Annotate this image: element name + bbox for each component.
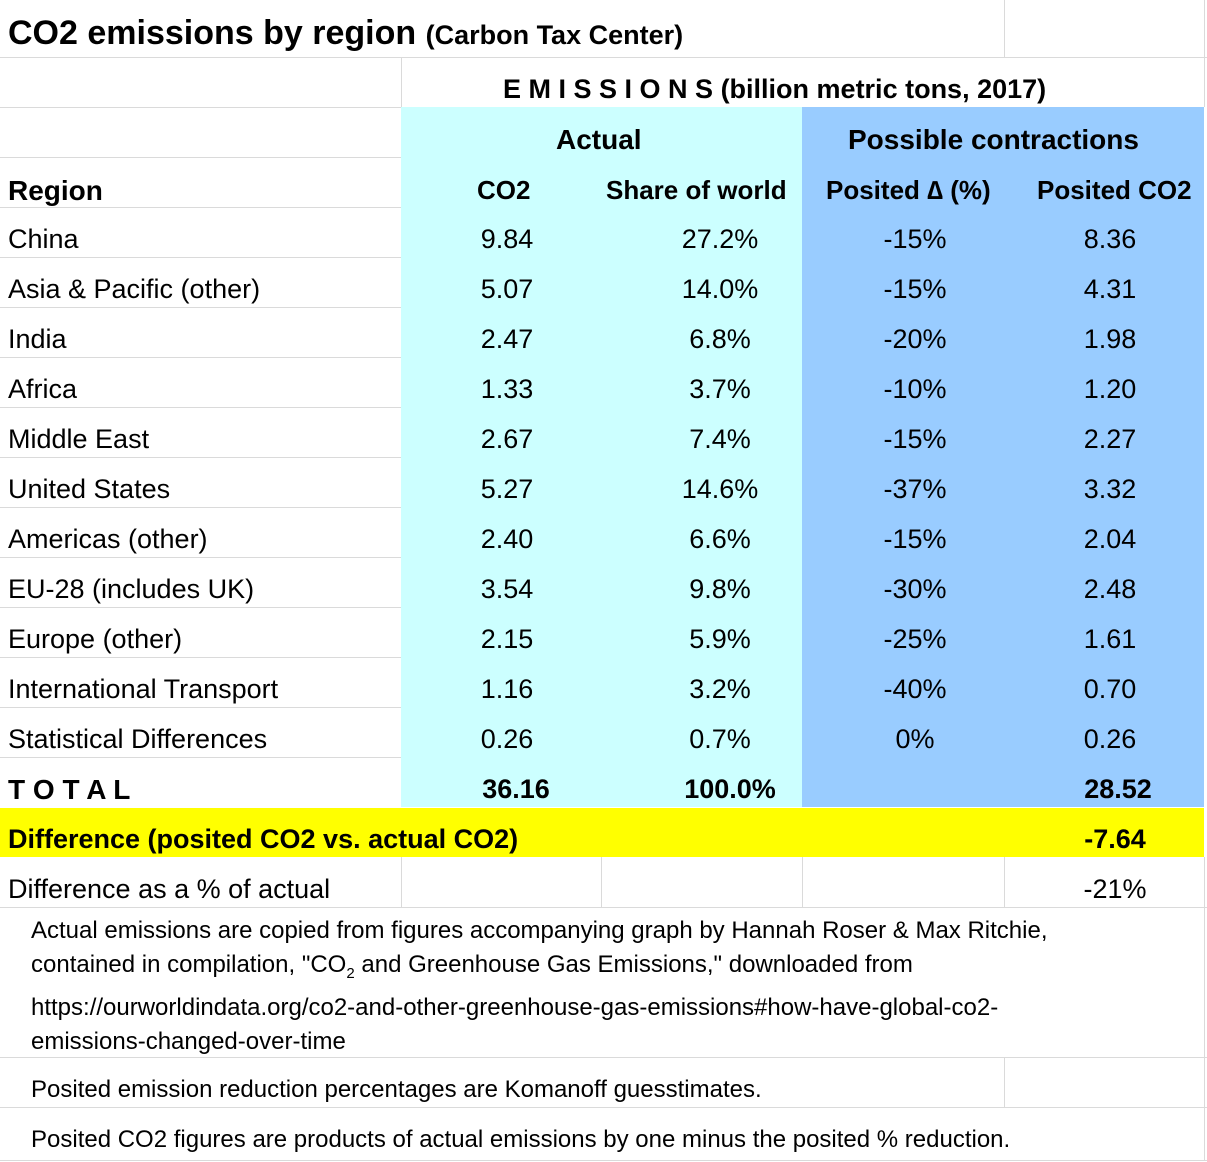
row-posited-co2: 8.36 [1083,224,1137,254]
row-posited-co2: 0.26 [1083,724,1137,754]
total-co2: 36.16 [482,774,550,804]
source-note-line-1: Actual emissions are copied from figures… [31,917,1048,944]
row-co2: 1.16 [480,674,534,704]
row-posited-delta: -10% [883,374,947,404]
row-share: 14.0% [681,274,759,304]
total-posited-co2: 28.52 [1084,774,1152,804]
row-posited-delta: -15% [883,224,947,254]
row-posited-co2: 2.04 [1083,524,1137,554]
column-header-co2: CO2 [477,175,531,205]
row-posited-delta: -30% [883,574,947,604]
row-posited-delta: -20% [883,324,947,354]
row-co2: 2.15 [480,624,534,654]
row-region: United States [8,474,171,504]
row-posited-co2: 0.70 [1083,674,1137,704]
emissions-header: E M I S S I O N S (billion metric tons, … [503,76,1046,103]
row-posited-delta: 0% [895,724,935,754]
source-note-line-2: contained in compilation, "CO2 and Green… [31,951,913,982]
row-share: 3.2% [689,674,751,704]
row-region: Americas (other) [8,524,208,554]
group-header-possible: Possible contractions [848,124,1139,155]
row-posited-co2: 2.48 [1083,574,1137,604]
emissions-units: (billion metric tons, 2017) [720,74,1047,104]
row-posited-co2: 1.98 [1083,324,1137,354]
row-posited-delta: -37% [883,474,947,504]
source-note-line-4: emissions-changed-over-time [31,1027,346,1055]
column-header-posited-delta: Posited ∆ (%) [826,175,991,205]
row-posited-co2: 2.27 [1083,424,1137,454]
row-posited-co2: 1.20 [1083,374,1137,404]
row-posited-delta: -25% [883,624,947,654]
row-region: China [8,224,79,254]
source-note: Actual emissions are copied from figures… [31,914,1047,1059]
possible-column-fill [802,107,1204,807]
komanoff-note: Posited emission reduction percentages a… [31,1076,762,1103]
row-posited-delta: -15% [883,274,947,304]
title-main: CO2 emissions by region [8,14,417,52]
row-posited-co2: 3.32 [1083,474,1137,504]
difference-label: Difference (posited CO2 vs. actual CO2) [8,824,519,854]
row-region: India [8,324,67,354]
products-note: Posited CO2 figures are products of actu… [31,1126,1011,1153]
row-co2: 9.84 [480,224,534,254]
row-co2: 3.54 [480,574,534,604]
row-posited-delta: -40% [883,674,947,704]
row-co2: 5.27 [480,474,534,504]
row-share: 14.6% [681,474,759,504]
row-region: Middle East [8,424,150,454]
row-region: Asia & Pacific (other) [8,274,261,304]
row-posited-co2: 1.61 [1083,624,1137,654]
column-header-posited-co2: Posited CO2 [1037,175,1192,205]
row-share: 6.6% [689,524,751,554]
row-posited-delta: -15% [883,424,947,454]
row-co2: 2.47 [480,324,534,354]
total-label: T O T A L [8,774,131,805]
row-co2: 2.67 [480,424,534,454]
row-share: 3.7% [689,374,751,404]
group-header-actual: Actual [556,124,642,155]
row-share: 0.7% [689,724,751,754]
page-title: CO2 emissions by region (Carbon Tax Cent… [8,16,683,50]
title-source: (Carbon Tax Center) [425,20,684,50]
column-header-region: Region [8,175,103,206]
row-share: 5.9% [689,624,751,654]
row-co2: 0.26 [480,724,534,754]
row-region: Africa [8,374,78,404]
row-share: 6.8% [689,324,751,354]
row-region: Europe (other) [8,624,183,654]
row-co2: 5.07 [480,274,534,304]
difference-row-fill [0,808,1204,857]
difference-value: -7.64 [1084,824,1146,854]
row-share: 7.4% [689,424,751,454]
source-note-url: https://ourworldindata.org/co2-and-other… [31,993,999,1021]
row-region: International Transport [8,674,279,704]
row-co2: 1.33 [480,374,534,404]
row-co2: 2.40 [480,524,534,554]
difference-pct-label: Difference as a % of actual [8,874,331,904]
row-region: EU-28 (includes UK) [8,574,255,604]
row-region: Statistical Differences [8,724,268,754]
total-share: 100.0% [684,774,776,804]
difference-pct-value: -21% [1083,874,1147,904]
row-posited-co2: 4.31 [1083,274,1137,304]
column-header-share: Share of world [606,175,787,205]
row-posited-delta: -15% [883,524,947,554]
row-share: 27.2% [681,224,759,254]
emissions-spaced: E M I S S I O N S [503,74,714,104]
row-share: 9.8% [689,574,751,604]
actual-column-fill [401,107,802,807]
